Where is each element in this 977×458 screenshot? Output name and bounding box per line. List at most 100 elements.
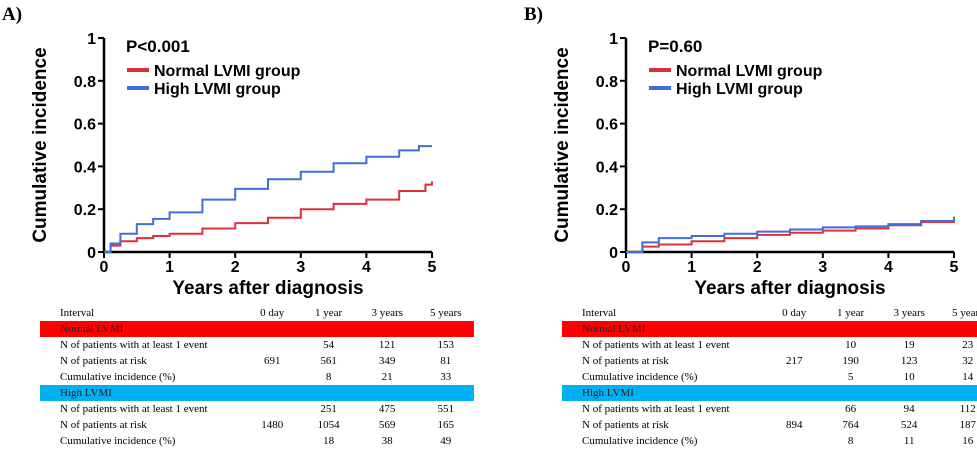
panel-label: B) (524, 4, 543, 25)
y-tick-label: 0.2 (74, 202, 96, 219)
row-value: 165 (437, 419, 455, 431)
legend-label-1: High LVMI group (676, 81, 803, 98)
row-value: 21 (381, 371, 393, 383)
panel-b: B) 0 1 2 3 4 5 0 0.2 0.4 0.6 0.8 1 Years after diagn… (522, 0, 977, 458)
table-header-cell: 5 years (430, 307, 462, 319)
row-value (244, 433, 300, 449)
risk-table-b: Interval 0 day 1 year 3 years 5 years Normal … (562, 305, 977, 449)
row-value: 10 (903, 371, 915, 383)
table-row: N of patients at risk 894 764 524 187 (562, 417, 977, 433)
row-value (244, 369, 300, 385)
group-band-row: Normal LVMI (40, 321, 474, 337)
row-value: 38 (381, 435, 393, 447)
row-label: Cumulative incidence (%) (582, 371, 698, 383)
x-tick-label: 0 (622, 259, 631, 276)
x-tick-label: 5 (428, 259, 437, 276)
table-row: N of patients with at least 1 event 251 47… (40, 401, 474, 417)
row-value: 691 (263, 355, 281, 367)
table-header-cell: 3 years (893, 307, 925, 319)
y-tick-label: 0.4 (74, 159, 96, 176)
row-value: 251 (320, 403, 337, 415)
row-value: 349 (378, 355, 396, 367)
row-label: N of patients with at least 1 event (60, 403, 208, 415)
series-line-0 (104, 181, 433, 253)
x-tick-label: 5 (950, 259, 959, 276)
row-value: 66 (845, 403, 857, 415)
row-label: N of patients at risk (582, 355, 669, 367)
x-tick-label: 3 (818, 259, 827, 276)
row-value: 32 (962, 355, 974, 367)
row-value: 1480 (261, 419, 284, 431)
row-value: 54 (323, 339, 335, 351)
x-tick-label: 3 (296, 259, 305, 276)
row-value: 11 (903, 435, 915, 447)
y-tick-label: 1 (609, 31, 618, 48)
x-tick-label: 4 (884, 259, 893, 276)
x-tick-label: 1 (687, 259, 696, 276)
group-band-row: Normal LVMI (562, 321, 977, 337)
x-tick-label: 0 (100, 259, 109, 276)
row-value (244, 401, 300, 417)
row-value: 5 (847, 371, 854, 383)
row-label: N of patients with at least 1 event (582, 403, 730, 415)
row-value: 19 (903, 339, 915, 351)
group-band-label: Normal LVMI (582, 323, 646, 335)
group-band-row: High LVMI (40, 385, 474, 401)
row-label: N of patients at risk (582, 419, 669, 431)
row-label: N of patients with at least 1 event (60, 339, 208, 351)
y-tick-label: 0 (87, 245, 96, 262)
risk-table-a: Interval 0 day 1 year 3 years 5 years Normal … (40, 305, 474, 449)
table-header-cell: Interval (582, 307, 617, 319)
series-line-0 (626, 220, 955, 253)
legend-label-0: Normal LVMI group (676, 63, 823, 80)
row-value: 569 (378, 419, 396, 431)
row-value: 524 (900, 419, 918, 431)
row-value: 8 (325, 371, 332, 383)
x-tick-label: 2 (231, 259, 240, 276)
row-label: Cumulative incidence (%) (60, 435, 176, 447)
row-value: 16 (962, 435, 974, 447)
row-value: 551 (437, 403, 455, 415)
series-line-1 (104, 145, 432, 253)
km-chart-b: 0 1 2 3 4 5 0 0.2 0.4 0.6 0.8 1 Years after diagnosi… (552, 31, 959, 299)
table-row: Cumulative incidence (%) 18 38 49 (40, 433, 474, 449)
row-label: N of patients at risk (60, 419, 147, 431)
y-axis-label: Cumulative incidence (30, 47, 51, 242)
table-header-cell: 0 day (260, 307, 285, 319)
table-header-cell: 3 years (371, 307, 403, 319)
row-value: 49 (440, 435, 452, 447)
legend-label-0: Normal LVMI group (154, 63, 301, 80)
y-tick-label: 0.2 (596, 202, 618, 219)
p-value-label: P=0.60 (648, 37, 702, 56)
y-tick-label: 0.8 (74, 74, 96, 91)
table-header-cell: 0 day (782, 307, 807, 319)
row-value (244, 337, 300, 353)
row-label: Cumulative incidence (%) (60, 371, 176, 383)
table-row: Cumulative incidence (%) 5 10 14 (562, 369, 977, 385)
row-value: 123 (900, 355, 918, 367)
y-tick-label: 0.8 (596, 74, 618, 91)
table-header-row: Interval 0 day 1 year 3 years 5 years (40, 305, 474, 321)
table-header-cell: Interval (60, 307, 95, 319)
row-value: 81 (440, 355, 452, 367)
row-value: 764 (842, 419, 859, 431)
row-value: 475 (378, 403, 396, 415)
table-row: N of patients at risk 217 190 123 32 (562, 353, 977, 369)
x-tick-label: 2 (753, 259, 762, 276)
group-band-label: High LVMI (582, 387, 634, 399)
row-label: N of patients at risk (60, 355, 147, 367)
row-value: 94 (903, 403, 915, 415)
km-chart-a: 0 1 2 3 4 5 0 0.2 0.4 0.6 0.8 1 Years after diagnosi… (30, 31, 437, 299)
table-row: N of patients at risk 1480 1054 569 165 (40, 417, 474, 433)
y-tick-label: 0 (609, 245, 618, 262)
p-value-label: P<0.001 (126, 37, 190, 56)
table-row: N of patients with at least 1 event 10 19 2… (562, 337, 977, 353)
row-value: 33 (440, 371, 452, 383)
panel-label: A) (2, 4, 23, 25)
x-axis-label: Years after diagnosis (172, 278, 363, 299)
group-band-label: High LVMI (60, 387, 112, 399)
row-value (766, 337, 822, 353)
table-row: N of patients at risk 691 561 349 81 (40, 353, 474, 369)
table-header-cell: 5 years (952, 307, 977, 319)
y-axis-label: Cumulative incidence (552, 47, 573, 242)
